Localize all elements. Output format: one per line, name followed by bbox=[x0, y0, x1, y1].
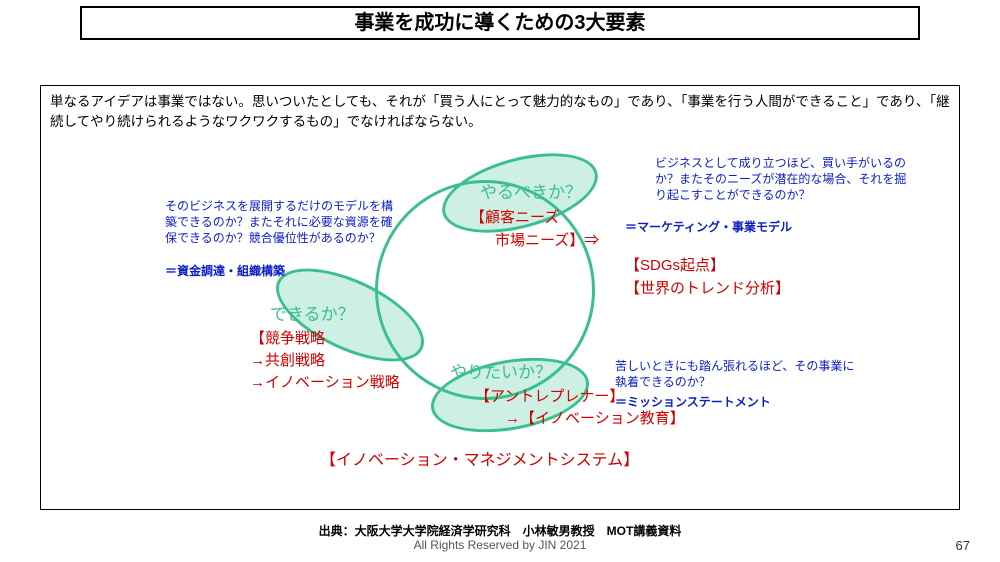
question-top: やるべきか？ bbox=[480, 178, 582, 203]
bottom-block-l1: 【アントレプレナー】 bbox=[475, 386, 624, 407]
bottom-note-l2: ＝ミッションステートメント bbox=[615, 393, 771, 410]
slide: 事業を成功に導くための3大要素 単なるアイデアは事業ではない。思いついたとしても… bbox=[0, 0, 1000, 562]
left-block-l2: →共創戦略 bbox=[250, 350, 325, 371]
top-block-l4: 【世界のトレンド分析】 bbox=[625, 278, 790, 299]
intro-text: 単なるアイデアは事業ではない。思いついたとしても、それが「買う人にとって魅力的な… bbox=[50, 92, 950, 131]
footer-red: 【イノベーション・マネジメントシステム】 bbox=[320, 450, 639, 472]
right-note-l1: ビジネスとして成り立つほど、買い手がいるのか？またそのニーズが潜在的な場合、それ… bbox=[655, 155, 915, 204]
right-note-l2: ＝マーケティング・事業モデル bbox=[625, 218, 792, 235]
top-block-l2: 市場ニーズ】⇒ bbox=[495, 230, 599, 251]
top-block-l1: 【顧客ニーズ bbox=[470, 207, 559, 228]
question-left: できるか？ bbox=[270, 300, 355, 325]
left-note-l1: そのビジネスを展開するだけのモデルを構築できるのか？またそれに必要な資源を確保で… bbox=[165, 198, 395, 247]
page-number: 67 bbox=[956, 538, 970, 553]
left-block-l3: →イノベーション戦略 bbox=[250, 372, 400, 393]
bottom-block-l2: →【イノベーション教育】 bbox=[505, 408, 685, 429]
left-note-l2: ＝資金調達・組織構築 bbox=[165, 262, 285, 279]
slide-title: 事業を成功に導くための3大要素 bbox=[80, 6, 920, 40]
question-bottom: やりたいか？ bbox=[450, 358, 552, 383]
top-block-l3: 【SDGs起点】 bbox=[625, 255, 725, 276]
left-block-l1: 【競争戦略 bbox=[250, 328, 325, 349]
bottom-note-l1: 苦しいときにも踏ん張れるほど、その事業に執着できるのか？ bbox=[615, 358, 865, 390]
rights-line: All Rights Reserved by JIN 2021 bbox=[0, 538, 1000, 552]
source-line: 出典：大阪大学大学院経済学研究科 小林敏男教授 MOT講義資料 bbox=[0, 522, 1000, 539]
